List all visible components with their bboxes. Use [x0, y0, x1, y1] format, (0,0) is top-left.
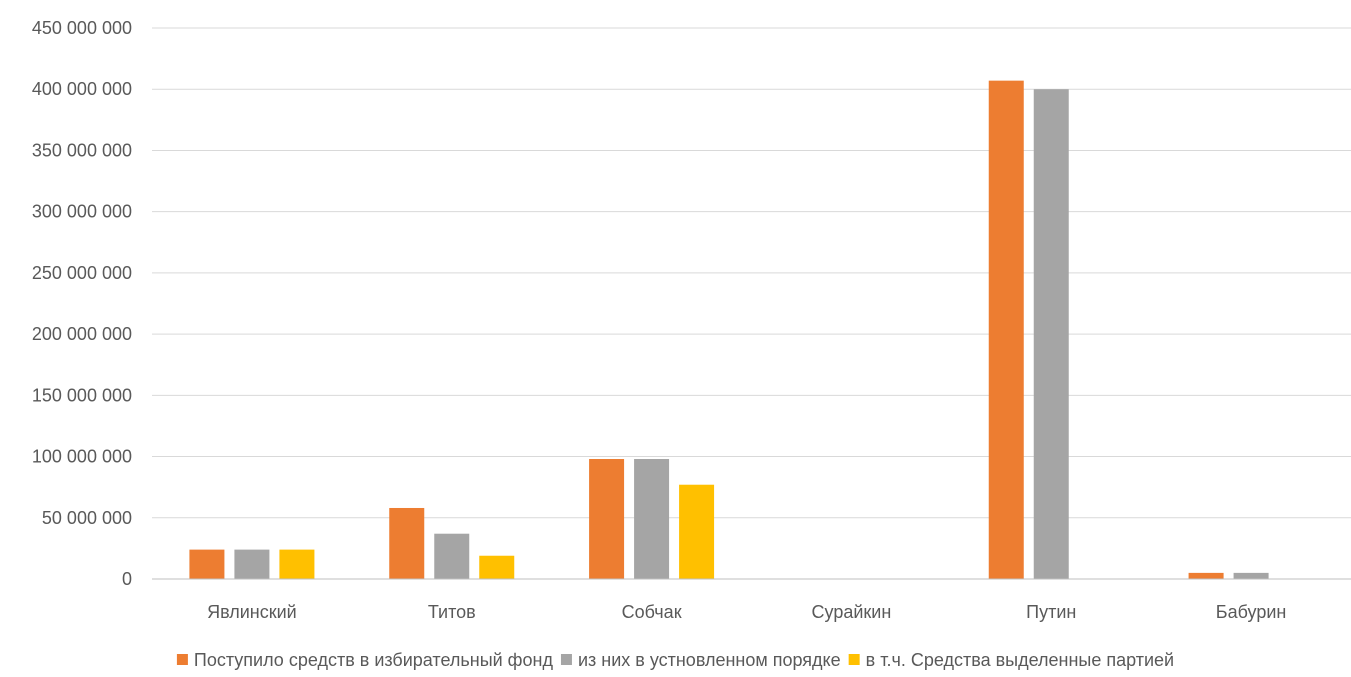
y-tick-label: 50 000 000 [42, 508, 132, 528]
legend: Поступило средств в избирательный фонд из… [176, 650, 1174, 670]
bar [479, 555, 515, 579]
x-category-label: Путин [1026, 602, 1076, 622]
y-tick-label: 100 000 000 [32, 447, 132, 467]
y-tick-label: 0 [122, 569, 132, 589]
legend-entry: из них в устновленном порядке [578, 650, 841, 670]
x-category-label: Собчак [622, 602, 682, 622]
y-axis-tick-labels: 0 50 000 000 100 000 000 150 000 000 200 000… [32, 18, 132, 589]
y-tick-label: 250 000 000 [32, 263, 132, 283]
bar [1188, 572, 1224, 579]
bar [1033, 89, 1069, 579]
bar [589, 459, 625, 579]
x-category-label: Титов [428, 602, 476, 622]
y-tick-label: 400 000 000 [32, 79, 132, 99]
y-tick-label: 200 000 000 [32, 324, 132, 344]
bar [389, 507, 425, 579]
legend-entry: Поступило средств в избирательный фонд [194, 650, 554, 670]
bar [234, 549, 270, 579]
y-tick-label: 450 000 000 [32, 18, 132, 38]
legend-swatch [848, 654, 860, 665]
x-category-label: Явлинский [207, 602, 297, 622]
bar [189, 549, 225, 579]
legend-swatch [176, 654, 188, 665]
bar [279, 549, 315, 579]
y-tick-label: 300 000 000 [32, 202, 132, 222]
bars [189, 80, 1269, 579]
x-axis-category-labels: Явлинский Титов Собчак Сурайкин Путин Бабурин [207, 602, 1286, 622]
bar [679, 484, 715, 579]
y-tick-label: 150 000 000 [32, 385, 132, 405]
bar [634, 459, 670, 579]
x-category-label: Бабурин [1216, 602, 1287, 622]
gridlines [152, 27, 1351, 519]
x-category-label: Сурайкин [812, 602, 892, 622]
legend-entry: в т.ч. Средства выделенные партией [866, 650, 1174, 670]
bar [988, 80, 1024, 579]
y-tick-label: 350 000 000 [32, 140, 132, 160]
legend-swatch [560, 654, 572, 665]
bar [1233, 572, 1269, 579]
bar [434, 533, 470, 579]
